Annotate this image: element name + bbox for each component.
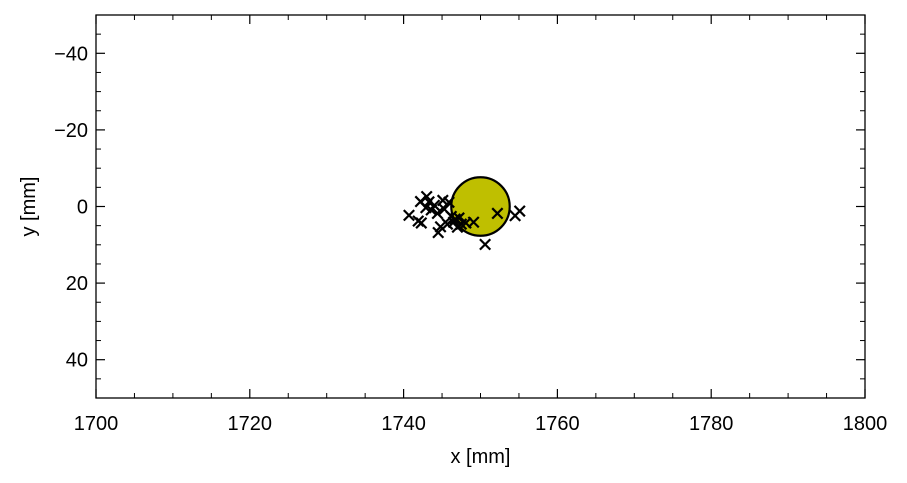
y-tick-label: −40	[54, 43, 88, 65]
x-tick-label: 1720	[228, 413, 273, 435]
data-point	[467, 216, 480, 229]
x-tick-label: 1740	[381, 413, 426, 435]
y-tick-label: 40	[66, 350, 88, 372]
x-tick-label: 1800	[843, 413, 888, 435]
y-tick-label: −20	[54, 120, 88, 142]
y-tick-label: 0	[77, 197, 88, 219]
data-point	[403, 209, 415, 222]
data-point	[442, 196, 455, 209]
x-tick-label: 1780	[689, 413, 734, 435]
data-point	[434, 220, 447, 233]
x-axis-ticks: 1700 1720 1740 1760 1780 1800	[74, 15, 888, 435]
x-tick-label: 1760	[535, 413, 580, 435]
data-point	[491, 207, 504, 220]
data-point	[431, 207, 444, 220]
data-point	[415, 216, 428, 229]
y-axis-label: y [mm]	[18, 177, 40, 237]
data-point	[479, 238, 492, 251]
y-axis-ticks: −40 −20 0 20 40	[54, 14, 865, 399]
x-axis-label: x [mm]	[451, 446, 511, 468]
plot-marks	[403, 176, 526, 251]
data-point	[428, 199, 441, 212]
target-circle	[450, 176, 511, 237]
y-tick-label: 20	[66, 273, 88, 295]
data-point	[513, 205, 526, 218]
x-tick-label: 1700	[74, 413, 119, 435]
